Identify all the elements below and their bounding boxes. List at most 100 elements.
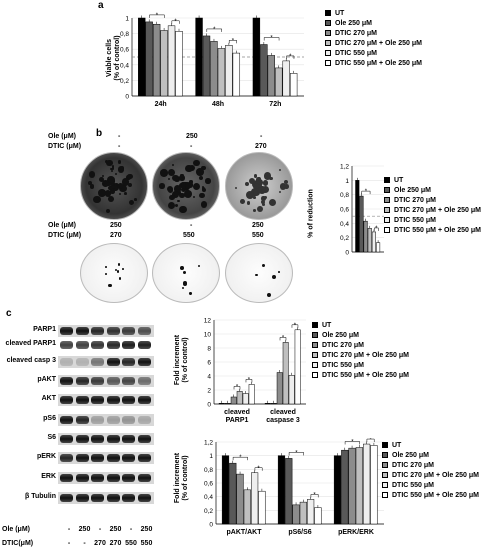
legend-label: Ole 250 μM (335, 19, 372, 27)
blot-band (137, 396, 151, 404)
colony-spot (263, 195, 268, 200)
colony-spot (104, 181, 107, 185)
legend-label: DTIC 550 μM + Ole 250 μM (322, 371, 409, 379)
colony-spot (272, 275, 277, 280)
bar (282, 342, 289, 405)
colony-spot (117, 263, 121, 266)
bar (363, 220, 368, 253)
bar (224, 403, 231, 405)
blot-band (60, 377, 73, 385)
significance-bracket (233, 386, 241, 390)
significance-bracket (171, 20, 180, 24)
tick-label: 0,6 (204, 481, 213, 488)
colony-spot (159, 183, 165, 189)
colony-spot (160, 169, 168, 177)
lane-label: - (67, 526, 71, 533)
colony-spot (178, 192, 185, 199)
significance-bracket (310, 494, 319, 498)
tick-label: 0 (209, 522, 213, 529)
category-label: 72h (269, 101, 281, 108)
blot-band (75, 435, 89, 443)
colony-dish-ut (80, 152, 148, 220)
colony-spot (260, 186, 265, 190)
colony-spot (172, 174, 179, 181)
colony-spot (263, 172, 272, 180)
colony-spot (198, 175, 204, 181)
significance-star: * (294, 323, 297, 329)
bar (217, 48, 226, 97)
significance-star: * (156, 13, 159, 19)
significance-bracket (254, 467, 263, 471)
legend-label: DTIC 550 μM + Ole 250 μM (392, 491, 479, 499)
bar (236, 391, 243, 405)
colony-spot (253, 173, 258, 178)
colony-spot (201, 165, 206, 171)
blot-band (137, 494, 151, 502)
legend-label: DTIC 550 μM (322, 361, 365, 369)
blot-label: PARP1 (33, 326, 56, 333)
bar (307, 499, 315, 525)
tick-label: 2 (207, 388, 211, 395)
significance-bracket (279, 337, 287, 341)
legend-swatch (312, 322, 318, 328)
lane-label: 250 (109, 526, 122, 533)
bar (299, 501, 307, 525)
tick-label: 0,8 (120, 31, 129, 38)
tick-label: 0,4 (340, 221, 349, 228)
colony-spot (262, 263, 266, 267)
significance-star: * (313, 492, 316, 498)
significance-bracket (149, 14, 165, 18)
colony-spot (111, 165, 115, 168)
lane-label: 270 (109, 540, 122, 547)
viability-chart: 0 0,2 0,4 0,6 0,8 1 * * 24h * * 48h * * 72h (120, 13, 304, 108)
panel-c-letter: c (6, 308, 12, 319)
legend-item: DTIC 270 μM + Ole 250 μM (325, 38, 422, 48)
bar (294, 329, 301, 405)
colony-spot (268, 198, 277, 207)
colony-spot (89, 184, 95, 190)
colony-spot (117, 183, 124, 190)
dtic-label-row1: DTIC (μM) (48, 143, 82, 150)
bar (210, 41, 218, 97)
blot-strip (58, 452, 154, 464)
legend-label: DTIC 270 μM (322, 341, 365, 349)
bar (348, 447, 356, 525)
significance-bracket (206, 28, 222, 32)
colony-spot (108, 196, 114, 202)
ole-label-row1: Ole (μM) (48, 133, 77, 140)
blot-label: β Tubulin (25, 493, 56, 500)
legend-swatch (384, 177, 390, 183)
legend-label: DTIC 270 μM (335, 29, 378, 37)
blot-label: pS6 (43, 415, 56, 422)
colony-spot (167, 177, 170, 181)
blot-strip (58, 356, 154, 368)
legend-label: DTIC 270 μM + Ole 250 μM (322, 351, 409, 359)
lane-label: - (98, 526, 102, 533)
category-label: PARP1 (226, 417, 249, 424)
colony-spot (255, 273, 258, 277)
blot-band (106, 377, 120, 385)
colony-spot (115, 269, 118, 272)
legend-item: DTIC 270 μM (384, 195, 481, 205)
bar (270, 403, 277, 405)
significance-star: * (232, 38, 235, 44)
blot-strip (58, 394, 154, 406)
colony-spot (108, 283, 112, 288)
bar (285, 458, 293, 525)
bar (175, 31, 183, 97)
colony-spot (261, 203, 265, 207)
legend-a: UT Ole 250 μM DTIC 270 μM DTIC 270 μM + Ole… (325, 8, 422, 68)
blot-band (60, 341, 73, 349)
lane-label: 250 (78, 526, 91, 533)
legend-label: Ole 250 μM (392, 451, 429, 459)
colony-dish-ole250-dtic270 (80, 243, 148, 303)
legend-swatch (325, 60, 331, 66)
colony-spot (189, 180, 193, 184)
colony-spot (260, 196, 266, 201)
colony-spot (105, 208, 110, 213)
blot-band (91, 358, 104, 366)
bar (341, 449, 349, 525)
blot-strip (58, 414, 154, 426)
legend-swatch (312, 342, 318, 348)
blot-band (60, 358, 73, 366)
